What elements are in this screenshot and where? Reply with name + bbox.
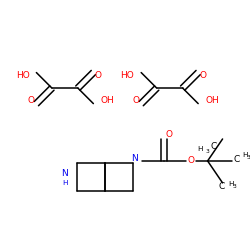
Text: OH: OH [100,96,114,105]
Text: O: O [187,156,194,166]
Text: OH: OH [205,96,219,105]
Text: C: C [218,182,225,192]
Text: HO: HO [16,71,30,80]
Text: O: O [133,96,140,105]
Text: H: H [197,146,202,152]
Text: N: N [62,170,68,178]
Text: 3: 3 [247,156,250,160]
Text: 3: 3 [206,150,209,154]
Text: H: H [62,180,68,186]
Text: O: O [165,130,172,140]
Text: C: C [210,142,217,152]
Text: O: O [95,71,102,80]
Text: 3: 3 [233,184,236,190]
Text: C: C [234,156,240,164]
Text: O: O [200,71,207,80]
Text: H: H [242,152,247,158]
Text: H: H [228,181,233,187]
Text: N: N [131,154,138,164]
Text: HO: HO [120,71,134,80]
Text: O: O [28,96,35,105]
